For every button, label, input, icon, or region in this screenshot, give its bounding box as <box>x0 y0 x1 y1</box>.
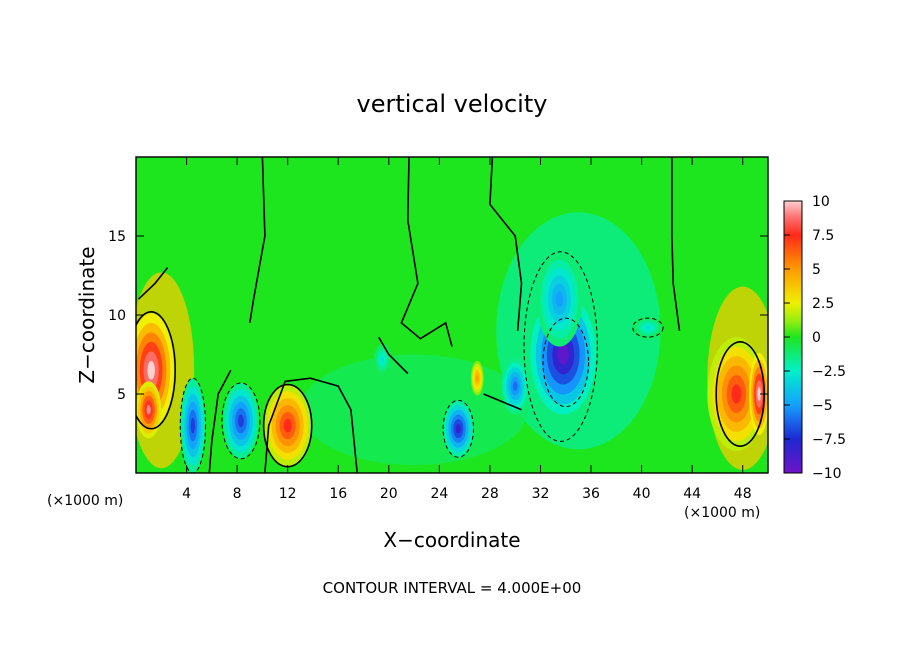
x-tick-label: 40 <box>633 486 651 502</box>
x-tick-label: 12 <box>279 486 297 502</box>
field-feature <box>455 424 461 434</box>
x-tick-label: 8 <box>233 486 242 502</box>
x-tick-label: 16 <box>329 486 347 502</box>
contour-loop <box>136 311 176 430</box>
field-feature <box>190 417 195 434</box>
y-tick-label: 15 <box>108 229 126 245</box>
y-tick-label: 5 <box>117 387 126 403</box>
y-axis: 5 10 15 <box>108 229 768 403</box>
field-feature <box>381 356 384 362</box>
colorbar-tick-label: 7.5 <box>812 228 834 244</box>
field-feature <box>237 414 244 428</box>
contour-loop <box>542 317 590 408</box>
contour-line <box>249 157 266 324</box>
contour-line <box>137 267 169 300</box>
x-tick-label: 4 <box>182 486 191 502</box>
x-tick-label: 20 <box>380 486 398 502</box>
field-feature <box>731 384 742 404</box>
contour-loop <box>442 399 474 458</box>
contour-line <box>208 369 232 473</box>
field-feature <box>476 375 479 382</box>
colorbar-tick-label: −10 <box>812 466 842 482</box>
colorbar-tick-label: −2.5 <box>812 364 846 380</box>
y-tick-label: 10 <box>108 308 126 324</box>
colorbar: 10 7.5 5 2.5 0 −2.5 −5 −7.5 −10 <box>783 194 846 482</box>
contour-line <box>483 393 522 411</box>
y-axis-unit: (×1000 m) <box>47 493 123 509</box>
field-feature <box>555 291 564 308</box>
x-tick-label: 28 <box>481 486 499 502</box>
colorbar-tick-label: −7.5 <box>812 432 846 448</box>
contour-line <box>489 157 523 331</box>
field-feature <box>645 325 651 330</box>
x-axis-label: X−coordinate <box>383 528 520 552</box>
chart-title: vertical velocity <box>357 90 548 118</box>
field-feature <box>557 344 569 365</box>
field-feature <box>146 405 151 415</box>
x-tick-label: 48 <box>734 486 752 502</box>
x-axis: 4 8 12 16 20 24 28 32 36 40 44 48 <box>182 157 752 502</box>
colorbar-tick-label: 0 <box>812 330 821 346</box>
contour-loop <box>523 251 598 442</box>
contour-loop <box>179 377 207 473</box>
x-axis-unit: (×1000 m) <box>684 505 760 521</box>
colorbar-tick-label: 2.5 <box>812 296 834 312</box>
field-feature <box>512 381 518 391</box>
colorbar-tick-label: 10 <box>812 194 830 210</box>
field-feature <box>283 418 292 433</box>
contour-line <box>378 336 409 375</box>
field-feature <box>147 360 155 380</box>
x-tick-label: 36 <box>582 486 600 502</box>
contour-line <box>400 157 453 347</box>
x-tick-label: 32 <box>532 486 550 502</box>
field-feature <box>757 387 761 401</box>
heatmap-field <box>136 157 768 473</box>
contour-loop <box>221 382 261 460</box>
x-tick-label: 44 <box>683 486 701 502</box>
colorbar-tick-label: 5 <box>812 262 821 278</box>
contour-line <box>671 157 681 331</box>
contour-loop <box>632 317 664 338</box>
contour-line <box>264 377 358 473</box>
contour-interval-note: CONTOUR INTERVAL = 4.000E+00 <box>323 579 582 597</box>
field-band <box>300 354 528 466</box>
colorbar-tick-label: −5 <box>812 398 833 414</box>
x-tick-label: 24 <box>430 486 448 502</box>
y-axis-label: Z−coordinate <box>75 246 99 383</box>
